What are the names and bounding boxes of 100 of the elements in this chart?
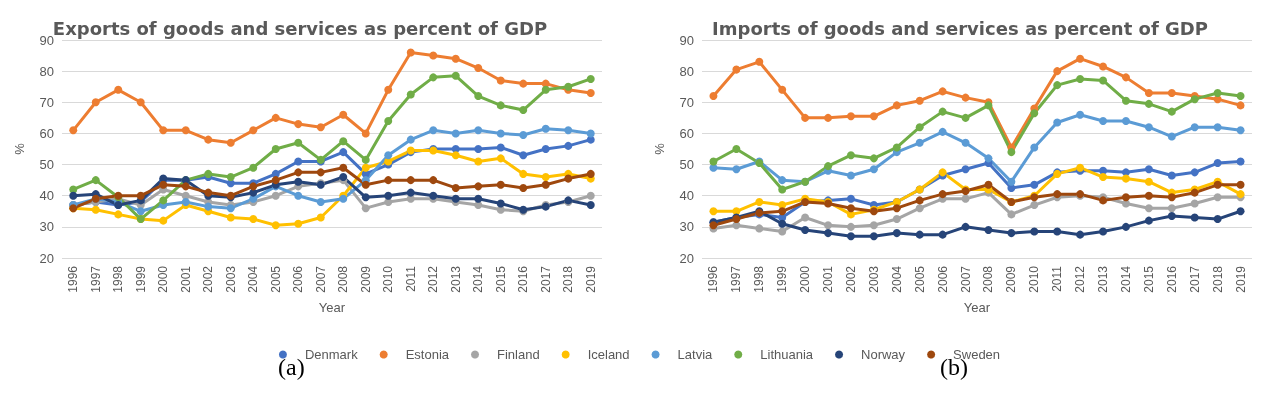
x-tick-label: 2010: [381, 265, 396, 293]
point: [778, 185, 787, 194]
x-tick-label: 2007: [313, 265, 328, 293]
point: [384, 176, 393, 185]
point: [294, 138, 303, 147]
point: [294, 177, 303, 186]
point: [1099, 76, 1108, 85]
y-tick-label: 30: [679, 219, 694, 235]
legend-label: Lithuania: [760, 347, 814, 362]
point: [846, 112, 855, 121]
point: [961, 222, 970, 231]
point: [496, 101, 505, 110]
point: [271, 145, 280, 153]
point: [846, 194, 855, 203]
point: [1121, 193, 1130, 202]
chart-title: Imports of goods and services as percent of GDP: [712, 17, 1208, 39]
x-tick-label: 2018: [561, 265, 576, 293]
point: [1213, 159, 1222, 168]
x-tick-label: 2013: [1096, 265, 1111, 293]
point: [1236, 126, 1245, 135]
x-tick-label: 2019: [1233, 265, 1248, 293]
point: [801, 225, 810, 234]
point: [496, 205, 505, 214]
point: [159, 196, 168, 205]
y-tick-label: 40: [39, 188, 54, 204]
x-tick-label: 2012: [1073, 265, 1088, 293]
y-tick-label: 90: [679, 32, 694, 48]
point: [1213, 193, 1222, 202]
point: [755, 224, 764, 233]
legend-label: Estonia: [405, 347, 450, 362]
point: [541, 85, 550, 94]
point: [361, 193, 370, 202]
x-tick-label: 2014: [471, 265, 486, 293]
y-axis-title: %: [652, 142, 667, 155]
x-tick-label: 2001: [178, 265, 193, 293]
point: [474, 157, 483, 166]
point: [91, 98, 100, 107]
point: [1144, 88, 1153, 97]
point: [1099, 173, 1108, 182]
point: [361, 155, 370, 164]
point: [1030, 227, 1039, 236]
x-tick-label: 2013: [448, 265, 463, 293]
point: [961, 194, 970, 203]
point: [892, 143, 901, 152]
point: [541, 145, 550, 153]
x-tick-label: 2017: [538, 265, 553, 293]
point: [496, 76, 505, 85]
point: [1053, 67, 1062, 76]
point: [429, 51, 438, 60]
point: [339, 110, 348, 119]
point: [732, 65, 741, 74]
point: [709, 92, 718, 101]
point: [474, 126, 483, 135]
point: [271, 191, 280, 200]
point: [361, 180, 370, 189]
point: [114, 210, 123, 219]
x-tick-label: 2006: [291, 265, 306, 293]
point: [294, 157, 303, 166]
point: [91, 205, 100, 214]
point: [938, 230, 947, 239]
point: [869, 112, 878, 121]
x-tick-label: 2015: [1141, 265, 1156, 293]
point: [892, 215, 901, 224]
point: [204, 135, 213, 144]
point: [915, 204, 924, 213]
x-tick-label: 2011: [1050, 265, 1065, 292]
point: [778, 227, 787, 236]
point: [1121, 222, 1130, 231]
x-tick-label: 1997: [88, 265, 103, 293]
point: [181, 197, 190, 206]
point: [1099, 62, 1108, 71]
point: [451, 151, 460, 160]
point: [474, 92, 483, 101]
x-tick-label: 2012: [426, 265, 441, 293]
point: [1236, 207, 1245, 216]
point: [778, 85, 787, 94]
point: [1167, 193, 1176, 202]
y-axis-title: %: [12, 142, 27, 155]
point: [1190, 123, 1199, 132]
point: [406, 176, 415, 185]
x-tick-label: 2009: [358, 265, 373, 293]
y-tick-label: 80: [39, 63, 54, 79]
point: [732, 165, 741, 174]
point: [474, 145, 483, 153]
point: [406, 188, 415, 197]
point: [496, 129, 505, 138]
point: [1099, 116, 1108, 125]
point: [496, 180, 505, 189]
point: [869, 154, 878, 163]
x-tick-label: 2008: [981, 265, 996, 293]
point: [1121, 168, 1130, 177]
point: [938, 107, 947, 116]
point: [892, 101, 901, 110]
point: [136, 191, 145, 200]
x-tick-label: 2014: [1118, 265, 1133, 293]
point: [1053, 81, 1062, 90]
point: [961, 113, 970, 122]
x-tick-label: 1996: [706, 265, 721, 293]
point: [226, 213, 235, 222]
x-tick-label: 2004: [246, 265, 261, 293]
